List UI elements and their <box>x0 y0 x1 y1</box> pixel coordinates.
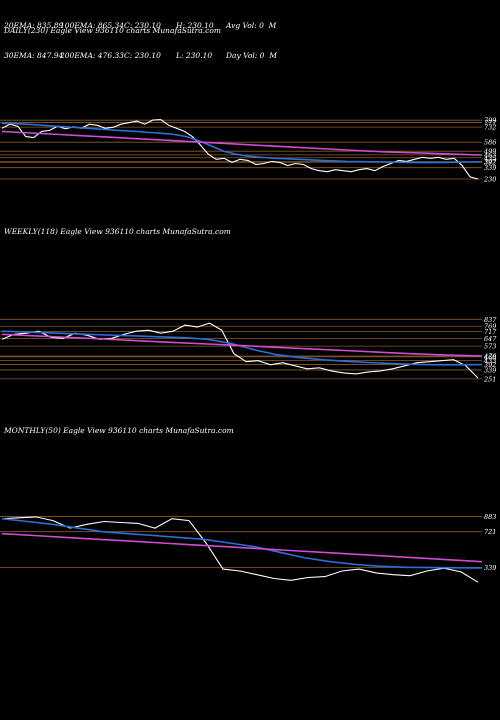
weekly-chart-title: WEEKLY(118) Eagle View 936110 charts Mun… <box>4 227 231 236</box>
stats-row-2: 30EMA: 847.94 200EMA: 476.33 C: 230.10 L… <box>4 51 286 61</box>
high-value: H: 230.10 <box>176 21 214 30</box>
series-line-3 <box>1 130 483 156</box>
ema200-value: 200EMA: 476.33 <box>60 51 125 60</box>
series-line-2 <box>1 330 483 366</box>
indicator-stats: 20EMA: 835.89 100EMA: 865.34 C: 230.10 H… <box>4 1 286 71</box>
monthly-chart-title: MONTHLY(50) Eagle View 936110 charts Mun… <box>4 426 234 435</box>
price-level-label: 433 <box>483 357 496 365</box>
daily-chart-title: DAILY(230) Eagle View 936110 charts Muna… <box>4 26 221 35</box>
series-line-2 <box>1 517 483 569</box>
series-line-3 <box>1 333 483 357</box>
close-value: C: 230.10 <box>124 21 161 30</box>
price-level-label: 777 <box>484 119 497 127</box>
price-level-label: 392 <box>484 159 496 167</box>
close-value-2: C: 230.10 <box>124 51 161 60</box>
price-level-label: 339 <box>484 366 496 374</box>
price-level-label: 721 <box>484 528 496 536</box>
series-line-1 <box>1 119 479 180</box>
ema100-value: 100EMA: 865.34 <box>60 21 125 30</box>
price-level-label: 463 <box>483 151 496 159</box>
series-line-3 <box>1 532 483 563</box>
price-level-label: 769 <box>484 323 496 331</box>
price-level-label: 251 <box>483 375 496 383</box>
ema20-value: 20EMA: 835.89 <box>4 21 64 30</box>
price-level-label: 339 <box>484 164 496 172</box>
price-level-label: 883 <box>484 513 496 521</box>
price-level-label: 647 <box>484 335 497 343</box>
price-level-label: 392 <box>484 361 496 369</box>
low-value: L: 230.10 <box>176 51 213 60</box>
price-level-label: 339 <box>484 564 496 572</box>
price-level-label: 499 <box>483 148 496 156</box>
avg-vol-value: Avg Vol: 0 M <box>226 21 277 30</box>
price-level-label: 586 <box>484 139 496 147</box>
ema30-value: 30EMA: 847.94 <box>4 51 64 60</box>
price-level-label: 837 <box>484 316 497 324</box>
price-level-label: 476 <box>483 353 496 361</box>
series-line-2 <box>1 122 483 164</box>
price-level-label: 732 <box>484 124 496 132</box>
price-level-label: 573 <box>484 343 496 351</box>
price-level-label: 468 <box>483 353 496 361</box>
day-vol-value: Day Vol: 0 M <box>226 51 277 60</box>
price-level-label: 799 <box>484 117 496 125</box>
price-level-label: 397 <box>484 158 497 166</box>
price-level-label: 717 <box>484 328 497 336</box>
price-level-label: 230 <box>483 175 496 183</box>
series-line-1 <box>1 516 479 583</box>
stats-row-1: 20EMA: 835.89 100EMA: 865.34 C: 230.10 H… <box>4 21 286 31</box>
price-level-label: 435 <box>483 154 496 162</box>
